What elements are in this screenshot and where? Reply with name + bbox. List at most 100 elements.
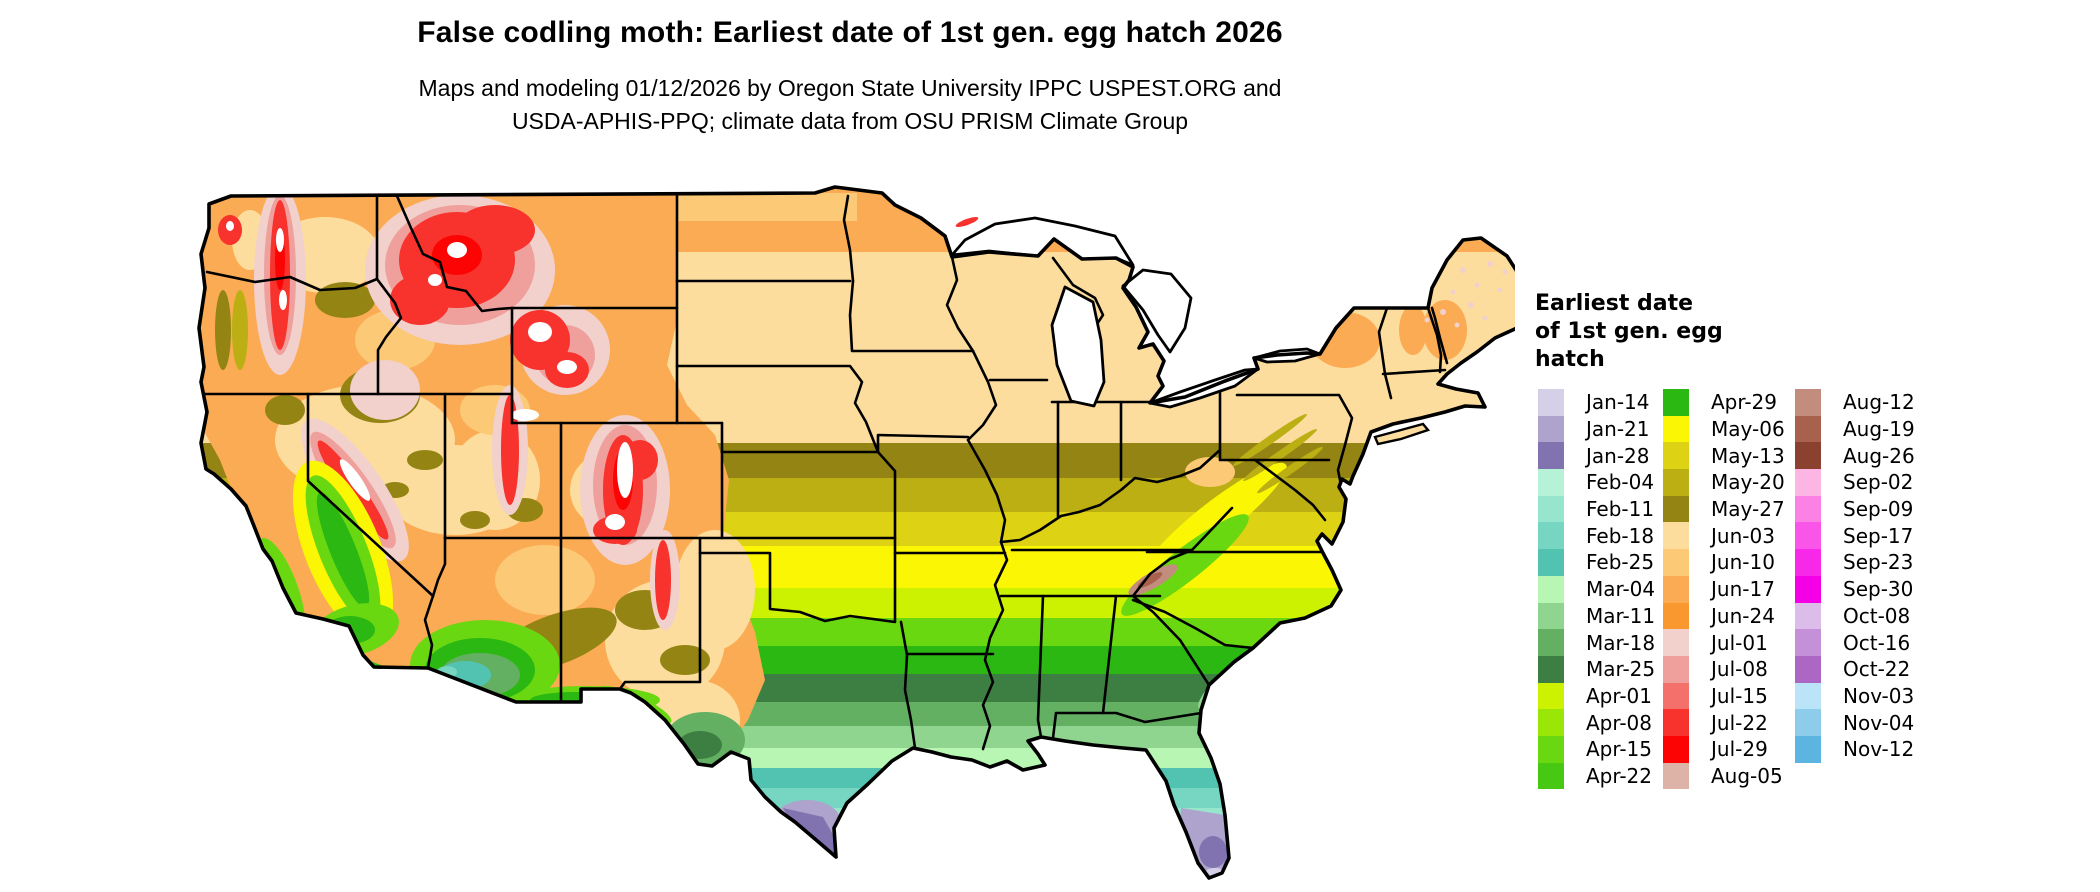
legend-column-3: Aug-12 Aug-19 Aug-26 Sep-02 Sep-09 Sep-17 Sep-… <box>1795 389 1915 763</box>
legend-swatch <box>1663 495 1689 523</box>
legend-row: Aug-19 <box>1795 415 1915 443</box>
legend-column-2: Apr-29 May-06 May-13 May-20 May-27 Jun-03 Jun-… <box>1663 389 1785 790</box>
legend-label: Feb-25 <box>1586 550 1655 575</box>
legend-label: Jun-10 <box>1711 550 1775 575</box>
legend-swatch <box>1663 655 1689 683</box>
us-map <box>195 160 1535 892</box>
legend-row: Jul-08 <box>1663 655 1785 683</box>
legend-row: May-27 <box>1663 495 1785 523</box>
legend-title-line-3: hatch <box>1535 347 1605 372</box>
legend-swatch <box>1795 389 1821 416</box>
legend-row: May-13 <box>1663 442 1785 470</box>
legend-row: Feb-18 <box>1538 522 1655 550</box>
legend-label: Jan-14 <box>1586 390 1650 415</box>
legend-row: Apr-15 <box>1538 735 1655 763</box>
legend-swatch <box>1538 655 1564 683</box>
legend-label: Mar-25 <box>1586 657 1656 682</box>
legend-label: Jan-21 <box>1586 417 1650 442</box>
legend: Earliest date of 1st gen. egg hatch Jan-… <box>1535 290 2095 790</box>
legend-swatch <box>1538 389 1564 416</box>
legend-row: Nov-12 <box>1795 735 1915 763</box>
legend-row: Sep-02 <box>1795 469 1915 496</box>
legend-swatch <box>1538 629 1564 656</box>
legend-swatch <box>1538 495 1564 523</box>
legend-label: Apr-01 <box>1586 683 1652 708</box>
legend-row: Aug-12 <box>1795 389 1915 416</box>
legend-swatch <box>1663 709 1689 736</box>
legend-swatch <box>1663 575 1689 603</box>
legend-swatch <box>1795 442 1821 470</box>
legend-row: Apr-22 <box>1538 762 1655 790</box>
page-title: False codling moth: Earliest date of 1st… <box>417 16 1283 49</box>
header: False codling moth: Earliest date of 1st… <box>200 16 1500 138</box>
legend-label: May-27 <box>1711 497 1785 522</box>
subtitle-line-2: USDA-APHIS-PPQ; climate data from OSU PR… <box>511 108 1189 134</box>
legend-row: Jul-15 <box>1663 682 1785 710</box>
legend-swatch <box>1795 415 1821 443</box>
legend-label: Mar-11 <box>1586 603 1656 628</box>
legend-swatch <box>1795 575 1821 603</box>
legend-swatch <box>1795 709 1821 736</box>
legend-label: Jun-17 <box>1711 577 1775 602</box>
legend-swatch <box>1663 682 1689 710</box>
legend-label: Aug-19 <box>1843 417 1915 442</box>
subtitle-line-1: Maps and modeling 01/12/2026 by Oregon S… <box>418 75 1282 101</box>
legend-swatch <box>1538 469 1564 496</box>
legend-label: Sep-02 <box>1843 470 1914 495</box>
legend-row: Sep-23 <box>1795 549 1915 576</box>
legend-swatch <box>1538 549 1564 576</box>
legend-label: Feb-04 <box>1586 470 1655 495</box>
legend-label: Sep-09 <box>1843 497 1914 522</box>
legend-swatch <box>1795 735 1821 763</box>
legend-label: Nov-12 <box>1843 737 1915 762</box>
legend-swatch <box>1538 575 1564 603</box>
legend-label: May-13 <box>1711 443 1785 468</box>
legend-label: Jan-28 <box>1586 443 1650 468</box>
legend-row: Sep-09 <box>1795 495 1915 523</box>
legend-label: Mar-04 <box>1586 577 1656 602</box>
legend-swatch <box>1663 442 1689 470</box>
legend-title: Earliest date of 1st gen. egg hatch <box>1535 290 2095 374</box>
legend-swatch <box>1538 735 1564 763</box>
legend-swatch <box>1663 549 1689 576</box>
legend-swatch <box>1663 389 1689 416</box>
legend-row: Sep-17 <box>1795 522 1915 550</box>
legend-label: Nov-03 <box>1843 683 1915 708</box>
legend-label: Jul-01 <box>1711 630 1768 655</box>
legend-label: Apr-22 <box>1586 763 1652 788</box>
legend-swatch <box>1795 602 1821 630</box>
legend-label: Jul-22 <box>1711 710 1768 735</box>
legend-label: Sep-30 <box>1843 577 1914 602</box>
legend-row: Jan-14 <box>1538 389 1655 416</box>
legend-label: Oct-16 <box>1843 630 1911 655</box>
legend-swatch <box>1538 415 1564 443</box>
legend-row: Oct-16 <box>1795 629 1915 656</box>
legend-swatch <box>1538 682 1564 710</box>
legend-row: Apr-08 <box>1538 709 1655 736</box>
legend-label: Aug-05 <box>1711 763 1783 788</box>
legend-label: Sep-17 <box>1843 523 1914 548</box>
legend-row: Jul-01 <box>1663 629 1785 656</box>
legend-swatch <box>1795 655 1821 683</box>
legend-label: Aug-12 <box>1843 390 1915 415</box>
legend-row: Jan-21 <box>1538 415 1655 443</box>
legend-label: May-06 <box>1711 417 1785 442</box>
legend-label: Jun-03 <box>1711 523 1775 548</box>
legend-label: Feb-18 <box>1586 523 1655 548</box>
legend-row: May-20 <box>1663 469 1785 496</box>
legend-row: Mar-25 <box>1538 655 1656 683</box>
legend-swatch <box>1538 709 1564 736</box>
legend-label: Aug-26 <box>1843 443 1915 468</box>
legend-swatch <box>1663 602 1689 630</box>
legend-swatch <box>1795 682 1821 710</box>
legend-swatch <box>1538 522 1564 550</box>
legend-row: Apr-29 <box>1663 389 1785 416</box>
legend-swatch <box>1795 469 1821 496</box>
legend-row: Jun-10 <box>1663 549 1785 576</box>
legend-swatch <box>1538 762 1564 790</box>
legend-column-1: Jan-14 Jan-21 Jan-28 Feb-04 Feb-11 Feb-18 Feb-… <box>1538 389 1656 790</box>
legend-row: Mar-11 <box>1538 602 1656 630</box>
legend-row: Sep-30 <box>1795 575 1915 603</box>
legend-swatch <box>1663 415 1689 443</box>
legend-swatch <box>1795 522 1821 550</box>
